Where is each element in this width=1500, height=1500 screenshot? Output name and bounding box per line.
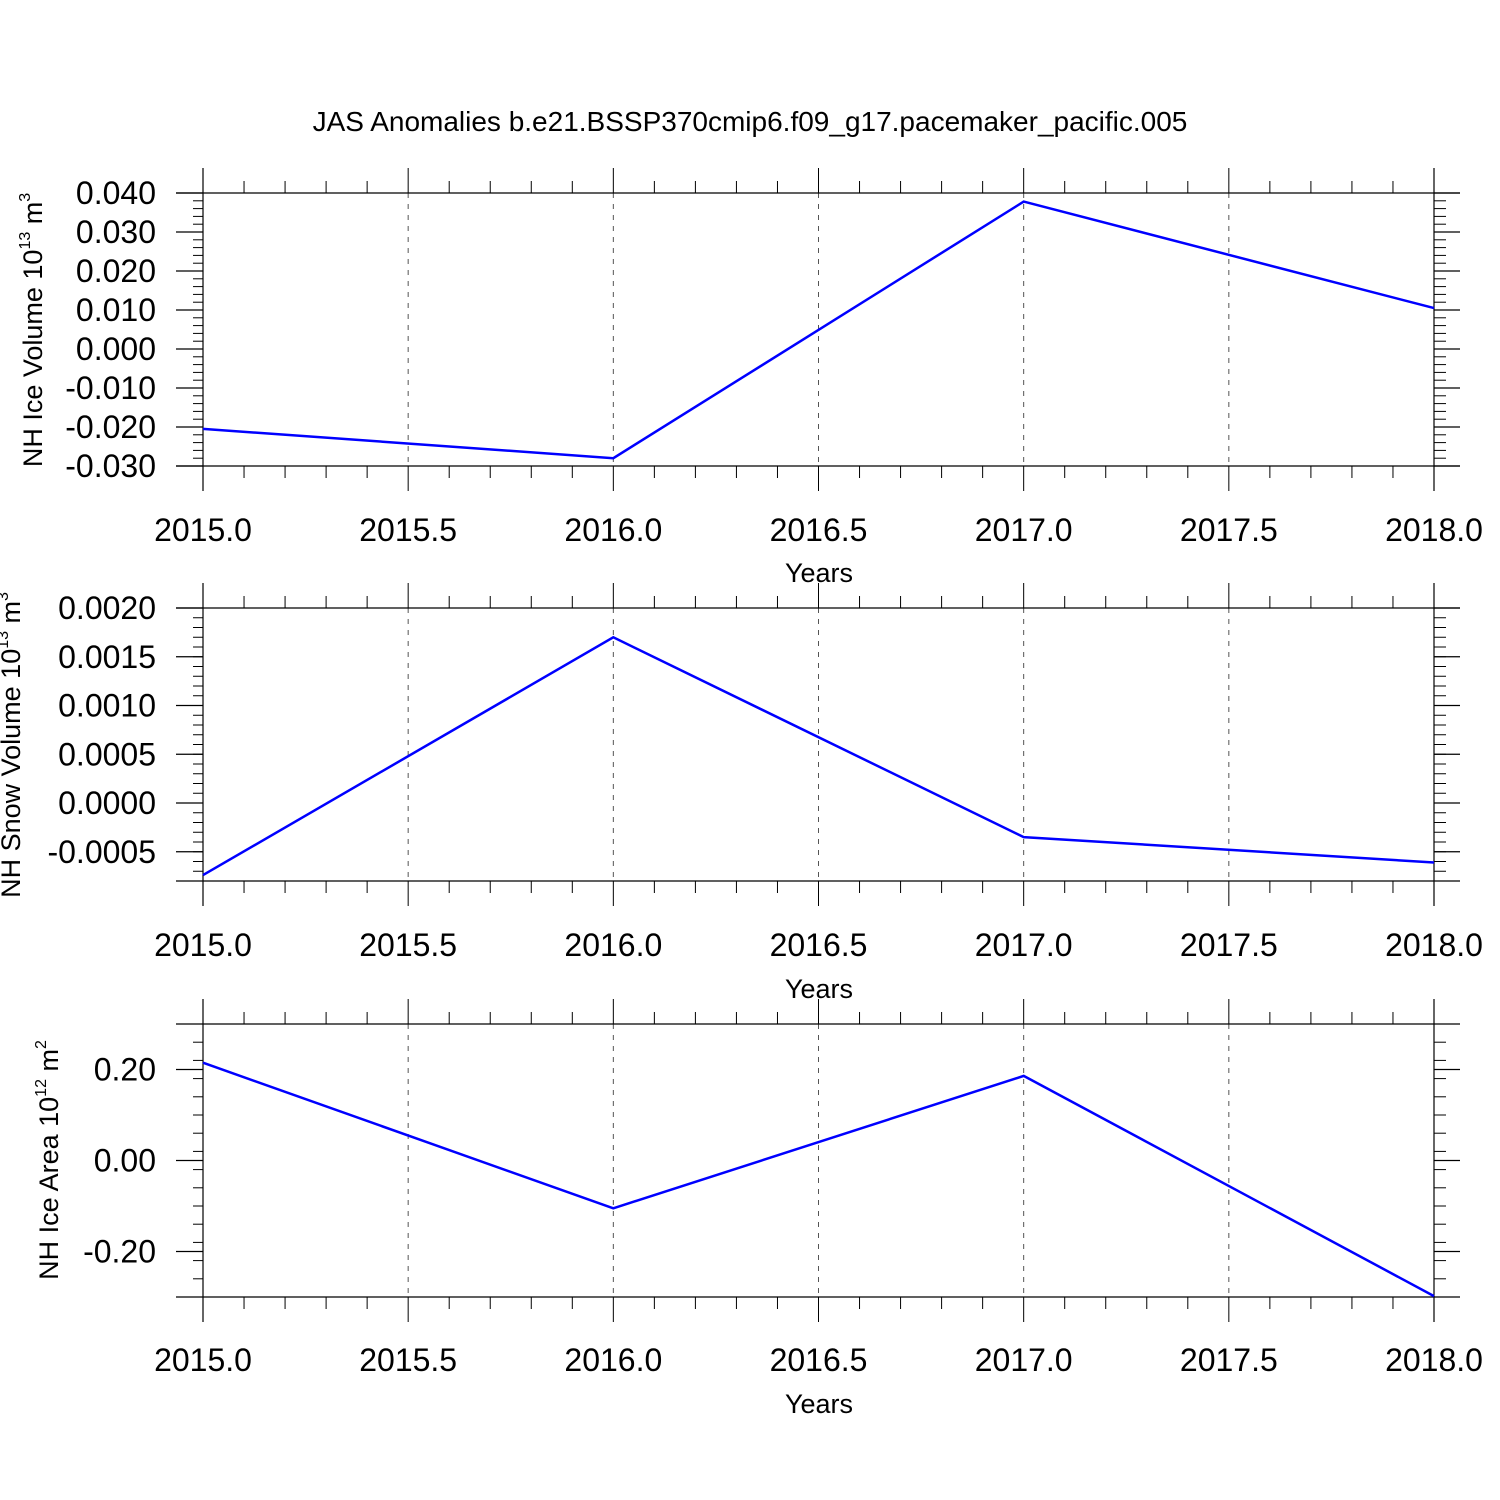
x-tick-label: 2018.0 — [1385, 1342, 1483, 1378]
y-tick-label: 0.000 — [76, 331, 156, 367]
y-tick-label: 0.040 — [76, 175, 156, 211]
series-line — [202, 635, 1435, 877]
x-tick-label: 2018.0 — [1385, 512, 1483, 548]
x-tick-label: 2018.0 — [1385, 927, 1483, 963]
y-tick-label: 0.00 — [94, 1143, 156, 1179]
y-tick-label: 0.010 — [76, 292, 156, 328]
x-tick-label: 2016.5 — [770, 512, 868, 548]
y-tick-label: 0.0015 — [58, 639, 156, 675]
panel-1: 2015.0 2015.5 2016.0 2016.5 2017.0 2017.5 2018… — [17, 168, 1483, 588]
x-tick-label: 2016.0 — [564, 512, 662, 548]
y-axis-title: NH Snow Volume 1013 m3 — [0, 592, 26, 898]
x-tick-label: 2017.0 — [975, 512, 1073, 548]
x-tick-label: 2016.5 — [770, 1342, 868, 1378]
y-tick-label: -0.030 — [65, 448, 156, 484]
y-axis-title: NH Ice Volume 1013 m3 — [17, 193, 48, 467]
x-tick-label: 2017.5 — [1180, 1342, 1278, 1378]
y-tick-label: 0.0000 — [58, 785, 156, 821]
x-axis-title: Years — [785, 1389, 853, 1419]
y-tick-label: -0.0005 — [47, 834, 156, 870]
x-tick-label: 2017.5 — [1180, 927, 1278, 963]
x-tick-label: 2015.0 — [154, 1342, 252, 1378]
x-tick-label: 2017.5 — [1180, 512, 1278, 548]
x-tick-label: 2016.0 — [564, 1342, 662, 1378]
x-tick-label: 2015.5 — [359, 1342, 457, 1378]
panel-2: 2015.0 2015.5 2016.0 2016.5 2017.0 2017.5 2018… — [0, 583, 1483, 1004]
x-tick-label: 2016.0 — [564, 927, 662, 963]
x-tick-label: 2015.0 — [154, 512, 252, 548]
x-tick-label: 2016.5 — [770, 927, 868, 963]
x-tick-label: 2017.0 — [975, 1342, 1073, 1378]
y-tick-label: 0.020 — [76, 253, 156, 289]
chart-title: JAS Anomalies b.e21.BSSP370cmip6.f09_g17… — [313, 106, 1188, 137]
x-tick-label: 2017.0 — [975, 927, 1073, 963]
x-tick-label: 2015.5 — [359, 927, 457, 963]
series-line — [202, 200, 1435, 460]
panel-3: 2015.0 2015.5 2016.0 2016.5 2017.0 2017.5 2018… — [33, 999, 1483, 1419]
y-tick-label: -0.020 — [65, 409, 156, 445]
y-tick-label: 0.20 — [94, 1052, 156, 1088]
y-tick-label: 0.030 — [76, 214, 156, 250]
y-tick-label: -0.010 — [65, 370, 156, 406]
x-tick-label: 2015.5 — [359, 512, 457, 548]
x-tick-label: 2015.0 — [154, 927, 252, 963]
panels: 2015.0 2015.5 2016.0 2016.5 2017.0 2017.5 2018… — [0, 168, 1483, 1419]
y-tick-label: 0.0005 — [58, 736, 156, 772]
y-tick-label: -0.20 — [83, 1234, 156, 1270]
y-axis-title: NH Ice Area 1012 m2 — [33, 1040, 64, 1280]
y-tick-label: 0.0010 — [58, 688, 156, 724]
y-tick-label: 0.0020 — [58, 590, 156, 626]
series-line — [202, 1061, 1435, 1298]
